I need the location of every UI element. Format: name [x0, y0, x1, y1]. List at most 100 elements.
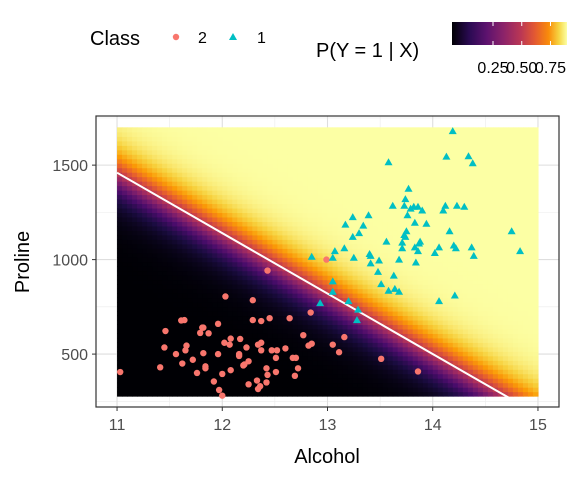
heatmap-cell [442, 355, 449, 361]
heatmap-cell [322, 145, 329, 151]
heatmap-cell [517, 207, 524, 214]
heatmap-cell [327, 172, 334, 178]
heatmap-cell [157, 252, 163, 258]
heatmap-cell [202, 360, 208, 366]
heatmap-cell [327, 324, 334, 330]
heatmap-cell [402, 154, 409, 160]
heatmap-cell [482, 257, 489, 263]
heatmap-cell [377, 230, 384, 236]
heatmap-cell [187, 203, 193, 209]
heatmap-cell [422, 284, 429, 290]
heatmap-cell [507, 387, 514, 393]
heatmap-cell [422, 252, 429, 258]
heatmap-cell [317, 243, 324, 249]
heatmap-cell [132, 284, 138, 290]
heatmap-cell [422, 315, 429, 321]
heatmap-cell [467, 284, 474, 290]
heatmap-cell [127, 355, 133, 361]
heatmap-cell [197, 373, 203, 379]
heatmap-cell [202, 136, 208, 142]
heatmap-cell [317, 181, 324, 187]
heatmap-cell [372, 306, 379, 312]
heatmap-cell [432, 261, 439, 267]
heatmap-cell [132, 275, 138, 281]
heatmap-cell [122, 149, 128, 155]
heatmap-cell [527, 378, 534, 384]
heatmap-cell [447, 243, 454, 249]
heatmap-cell [342, 145, 349, 151]
heatmap-cell [267, 176, 273, 182]
heatmap-cell [122, 158, 128, 164]
heatmap-cell [232, 140, 238, 146]
heatmap-cell [187, 230, 193, 236]
heatmap-cell [287, 136, 294, 142]
heatmap-cell [382, 328, 389, 334]
heatmap-cell [192, 324, 198, 330]
heatmap-cell [422, 288, 429, 294]
heatmap-cell [407, 279, 414, 285]
heatmap-cell [512, 203, 519, 209]
heatmap-cell [307, 167, 314, 173]
heatmap-cell [282, 391, 289, 397]
heatmap-cell [227, 373, 233, 379]
heatmap-cell [467, 198, 474, 205]
heatmap-cell [252, 293, 258, 299]
heatmap-cell [402, 288, 409, 294]
heatmap-cell [177, 288, 183, 294]
heatmap-cell [322, 337, 329, 343]
heatmap-cell [122, 252, 128, 258]
heatmap-cell [522, 131, 529, 137]
heatmap-cell [267, 225, 273, 231]
heatmap-cell [412, 131, 419, 137]
heatmap-cell [187, 342, 193, 348]
heatmap-cell [207, 351, 213, 357]
heatmap-cell [312, 176, 319, 182]
heatmap-cell [197, 234, 203, 240]
heatmap-cell [467, 190, 474, 196]
heatmap-cell [277, 149, 284, 155]
heatmap-cell [447, 310, 454, 317]
heatmap-cell [122, 382, 128, 388]
heatmap-cell [367, 163, 374, 169]
heatmap-cell [132, 328, 138, 334]
heatmap-cell [437, 225, 444, 231]
heatmap-cell [337, 140, 344, 146]
heatmap-cell [187, 346, 193, 352]
heatmap-cell [317, 306, 324, 312]
heatmap-cell [342, 131, 349, 137]
heatmap-cell [417, 248, 424, 254]
heatmap-cell [467, 203, 474, 209]
heatmap-cell [527, 284, 534, 290]
heatmap-cell [302, 243, 309, 249]
heatmap-cell [407, 369, 414, 375]
heatmap-cell [322, 275, 329, 281]
heatmap-cell [142, 203, 148, 209]
heatmap-cell [142, 364, 148, 370]
heatmap-cell [167, 239, 173, 245]
heatmap-cell [302, 324, 309, 330]
heatmap-cell [352, 284, 359, 290]
heatmap-cell [367, 319, 374, 325]
heatmap-cell [262, 279, 268, 285]
heatmap-cell [267, 252, 273, 258]
heatmap-cell [212, 234, 218, 240]
heatmap-cell [217, 261, 223, 267]
heatmap-cell [287, 163, 294, 169]
heatmap-cell [472, 216, 479, 222]
heatmap-cell [477, 351, 484, 357]
heatmap-cell [297, 172, 304, 178]
heatmap-cell [452, 391, 459, 397]
heatmap-cell [162, 378, 168, 384]
heatmap-cell [322, 221, 329, 227]
heatmap-cell [297, 131, 304, 137]
heatmap-cell [427, 221, 434, 227]
heatmap-cell [387, 127, 394, 133]
heatmap-cell [342, 163, 349, 169]
heatmap-cell [522, 234, 529, 240]
heatmap-cell [152, 387, 158, 393]
heatmap-cell [252, 306, 258, 312]
heatmap-cell [297, 239, 304, 245]
heatmap-cell [467, 391, 474, 397]
heatmap-cell [342, 337, 349, 343]
heatmap-cell [152, 364, 158, 370]
